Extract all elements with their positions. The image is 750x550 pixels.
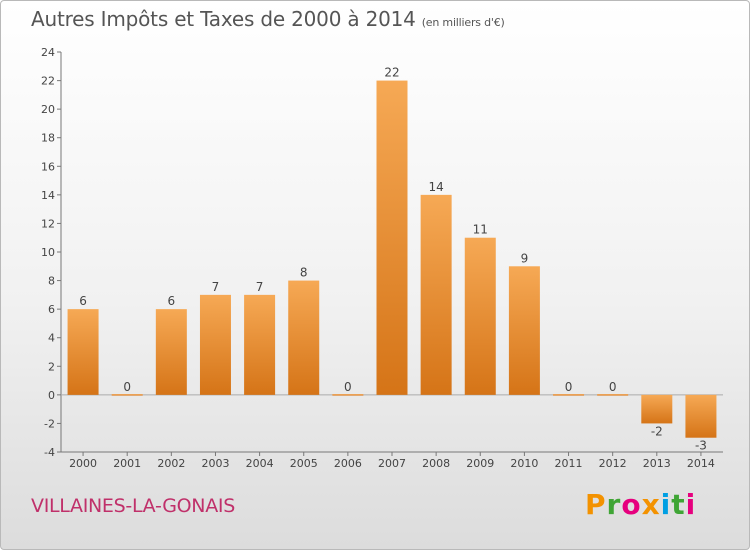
bar-2012 [597, 394, 629, 396]
bar-2000 [67, 309, 99, 395]
x-tick-label: 2010 [510, 457, 538, 470]
y-tick-label: 16 [41, 160, 55, 173]
bar-2011 [553, 394, 585, 396]
y-tick-label: -2 [44, 417, 55, 430]
data-label-2001: 0 [123, 380, 131, 394]
y-tick-label: 6 [48, 303, 55, 316]
chart-subtitle: (en milliers d'€) [421, 16, 505, 29]
data-label-2006: 0 [344, 380, 352, 394]
data-label-2010: 9 [521, 251, 529, 265]
data-label-2004: 7 [256, 280, 264, 294]
y-tick-label: 14 [41, 189, 55, 202]
y-tick-label: 10 [41, 246, 55, 259]
x-tick-label: 2006 [334, 457, 362, 470]
data-label-2011: 0 [565, 380, 573, 394]
x-tick-label: 2003 [201, 457, 229, 470]
y-tick-label: 12 [41, 217, 55, 230]
y-tick-label: 22 [41, 75, 55, 88]
data-label-2008: 14 [428, 180, 443, 194]
x-tick-label: 2009 [466, 457, 494, 470]
y-tick-label: 18 [41, 132, 55, 145]
x-tick-label: 2013 [643, 457, 671, 470]
bar-2001 [111, 394, 143, 396]
y-tick-label: 8 [48, 275, 55, 288]
bar-2008 [420, 194, 452, 395]
bar-2006 [332, 394, 364, 396]
y-tick-label: 0 [48, 389, 55, 402]
chart-title: Autres Impôts et Taxes de 2000 à 2014 (en… [31, 7, 505, 31]
bar-2013 [641, 394, 673, 424]
data-label-2013: -2 [651, 424, 663, 438]
data-labels: 6 0 6 7 7 8 0 22 14 11 9 0 0 -2 -3 [79, 66, 707, 453]
bar-2010 [508, 266, 540, 395]
x-tick-label: 2001 [113, 457, 141, 470]
data-label-2002: 6 [168, 294, 176, 308]
y-tick-label: 20 [41, 103, 55, 116]
data-label-2005: 8 [300, 266, 308, 280]
bar-2009 [464, 237, 496, 395]
data-label-2014: -3 [695, 439, 707, 453]
y-tick-label: -4 [44, 446, 55, 459]
bar-2014 [685, 394, 717, 438]
x-tick-label: 2014 [687, 457, 715, 470]
x-tick-label: 2011 [555, 457, 583, 470]
y-tick-label: 4 [48, 332, 55, 345]
bar-2002 [155, 309, 187, 395]
x-tick-label: 2005 [290, 457, 318, 470]
bar-2004 [244, 294, 276, 395]
bar-2005 [288, 280, 320, 395]
data-label-2000: 6 [79, 294, 87, 308]
proxiti-logo: Proxiti [585, 488, 697, 521]
commune-name: VILLAINES-LA-GONAIS [31, 495, 235, 517]
data-label-2003: 7 [212, 280, 220, 294]
bar-2003 [199, 294, 231, 395]
x-tick-label: 2012 [599, 457, 627, 470]
x-tick-label: 2004 [246, 457, 274, 470]
bar-2007 [376, 80, 408, 395]
x-tick-label: 2002 [157, 457, 185, 470]
y-tick-label: 2 [48, 360, 55, 373]
x-tick-label: 2007 [378, 457, 406, 470]
y-tick-label: 24 [41, 46, 55, 59]
data-label-2012: 0 [609, 380, 617, 394]
data-label-2009: 11 [473, 223, 488, 237]
x-tick-label: 2008 [422, 457, 450, 470]
data-label-2007: 22 [384, 66, 399, 80]
x-tick-label: 2000 [69, 457, 97, 470]
chart-title-text: Autres Impôts et Taxes de 2000 à 2014 [31, 7, 416, 31]
bars [67, 80, 717, 438]
